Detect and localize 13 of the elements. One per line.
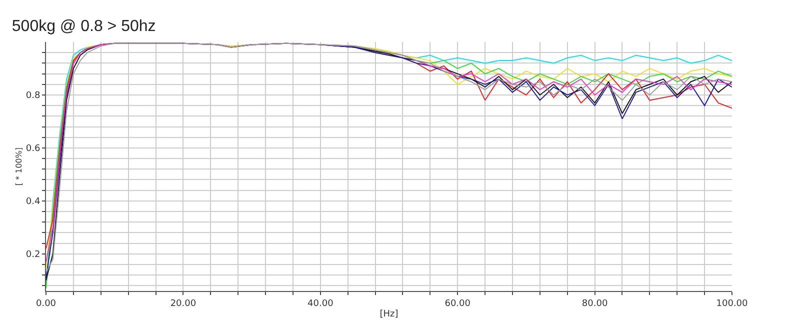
y-tick-label: 0.8 xyxy=(26,91,40,102)
y-tick-label: 0.2 xyxy=(26,250,40,260)
x-tick-label: 40.00 xyxy=(308,298,334,309)
x-axis-title: [Hz] xyxy=(380,310,398,320)
x-tick-label: 60.00 xyxy=(444,298,471,309)
y-tick-label: 0.4 xyxy=(26,197,40,208)
y-axis-title: [ * 100%] xyxy=(14,147,24,186)
y-tick-label: 0.6 xyxy=(26,144,40,154)
x-tick-label: 0.00 xyxy=(36,298,56,309)
chart-title: 500kg @ 0.8 > 50hz xyxy=(12,18,156,35)
x-tick-label: 100.00 xyxy=(716,298,748,309)
x-tick-label: 80.00 xyxy=(582,298,608,309)
x-tick-label: 20.00 xyxy=(170,298,196,309)
